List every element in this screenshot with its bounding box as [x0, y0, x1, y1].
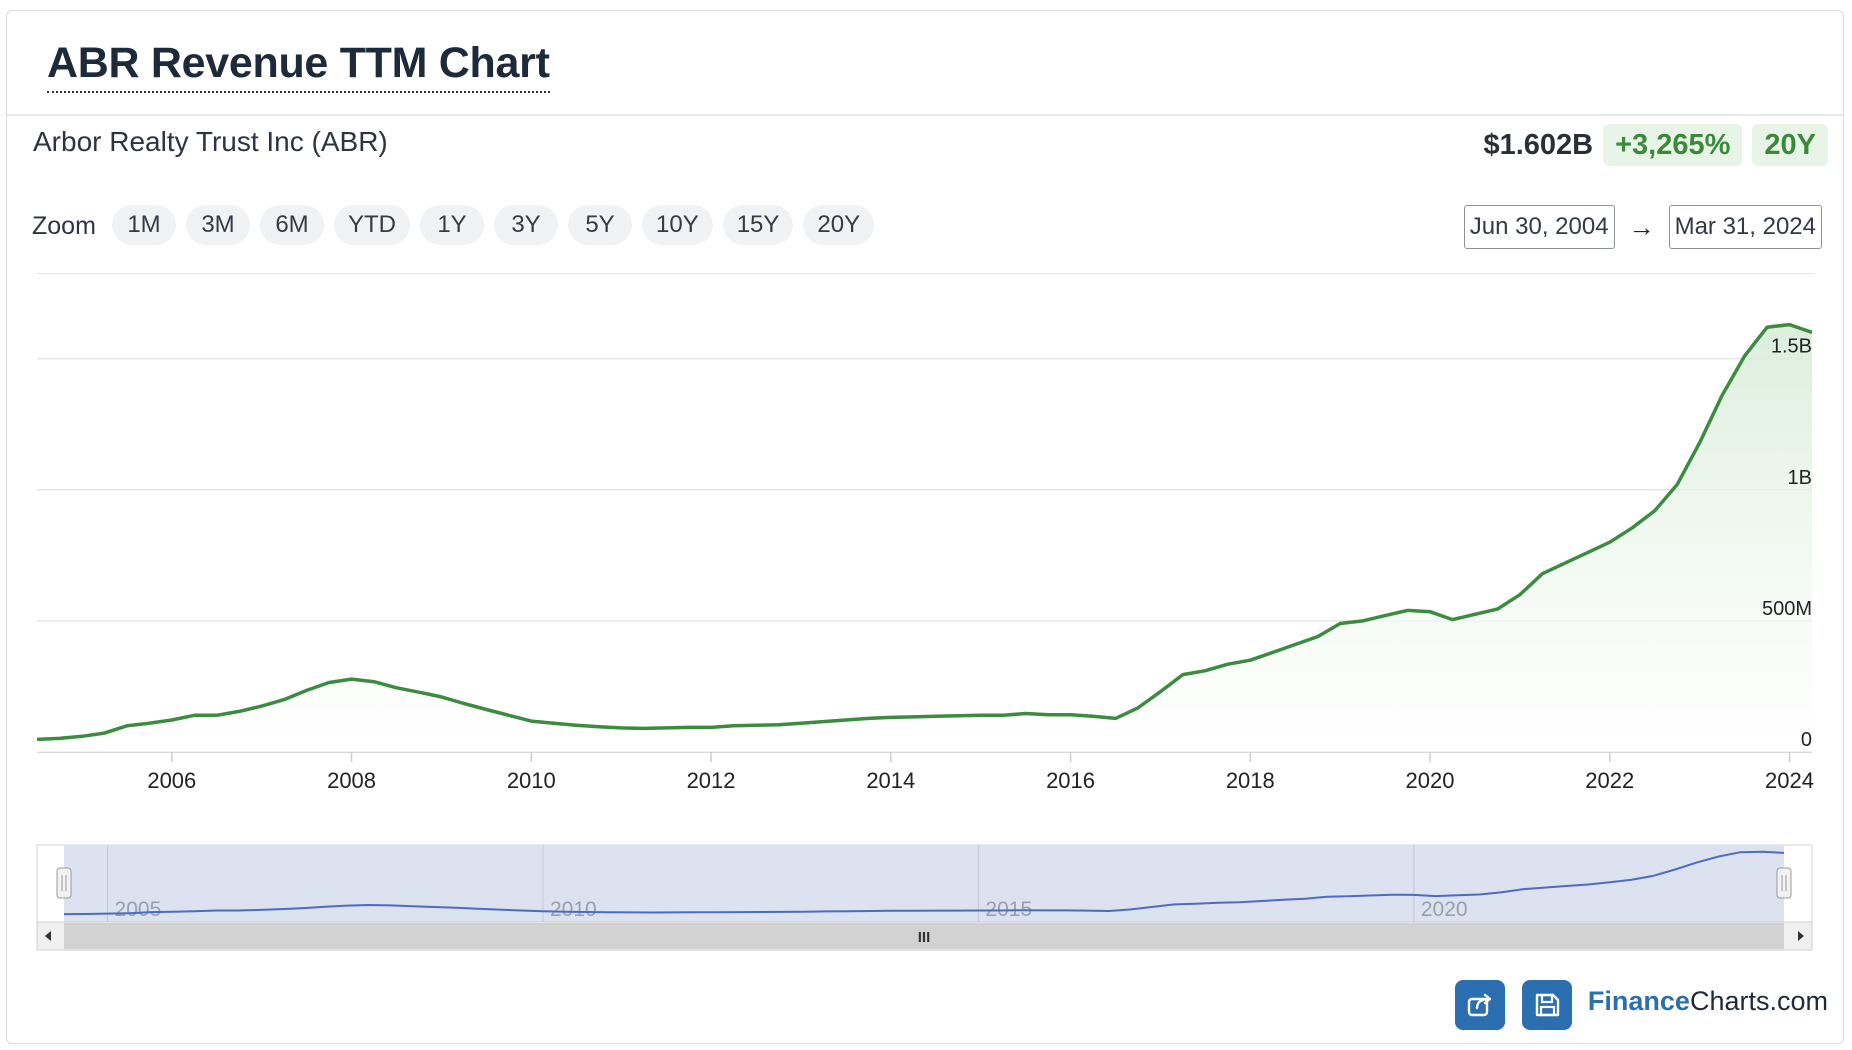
y-tick-label: 1B — [1788, 467, 1812, 489]
change-badge: +3,265% — [1603, 124, 1743, 166]
save-button[interactable] — [1522, 980, 1572, 1030]
navigator-label: 2020 — [1421, 898, 1468, 921]
zoom-button-1y[interactable]: 1Y — [420, 205, 484, 245]
x-tick-label: 2016 — [1046, 768, 1095, 793]
zoom-button-5y[interactable]: 5Y — [568, 205, 632, 245]
share-icon — [1467, 993, 1492, 1017]
arrow-right-icon: → — [1628, 211, 1655, 242]
end-date-input[interactable]: Mar 31, 2024 — [1668, 205, 1822, 249]
share-button[interactable] — [1455, 980, 1505, 1030]
scrollbar-thumb[interactable] — [64, 923, 1784, 949]
revenue-line — [36, 322, 1813, 742]
zoom-button-10y[interactable]: 10Y — [642, 205, 713, 245]
page-title[interactable]: ABR Revenue TTM Chart — [47, 37, 550, 93]
scroll-left-arrow-icon[interactable] — [45, 931, 51, 941]
y-tick-label: 0 — [1801, 729, 1812, 751]
x-tick-label: 2024 — [1765, 768, 1814, 793]
divider — [37, 273, 1814, 274]
navigator-handle-left[interactable] — [56, 867, 72, 899]
zoom-button-3y[interactable]: 3Y — [494, 205, 558, 245]
card-header: ABR Revenue TTM Chart — [7, 11, 1843, 116]
save-icon — [1535, 993, 1560, 1017]
navigator-line — [63, 850, 1785, 916]
start-date-input[interactable]: Jun 30, 2004 — [1463, 205, 1615, 249]
navigator-handle-right[interactable] — [1776, 867, 1792, 899]
x-tick-label: 2014 — [866, 768, 915, 793]
y-tick-label: 1.5B — [1771, 336, 1812, 358]
zoom-button-20y[interactable]: 20Y — [803, 205, 875, 245]
period-badge: 20Y — [1752, 124, 1828, 166]
navigator-selection[interactable] — [64, 845, 1784, 922]
x-tick-label: 2018 — [1226, 768, 1275, 793]
x-tick-label: 2022 — [1585, 768, 1634, 793]
x-tick-label: 2010 — [507, 768, 556, 793]
zoom-button-6m[interactable]: 6M — [260, 205, 324, 245]
zoom-label: Zoom — [32, 212, 96, 240]
zoom-bar: 1M 3M 6M YTD 1Y 3Y 5Y 10Y 15Y 20Y — [112, 205, 875, 245]
x-tick-label: 2012 — [687, 768, 736, 793]
revenue-area — [37, 324, 1812, 752]
x-tick-label: 2008 — [327, 768, 376, 793]
current-value: $1.602B — [1483, 128, 1594, 161]
x-tick-label: 2020 — [1406, 768, 1455, 793]
x-tick-label: 2006 — [147, 768, 196, 793]
navigator-label: 2010 — [550, 898, 597, 921]
scroll-right-arrow-icon[interactable] — [1798, 931, 1804, 941]
zoom-button-ytd[interactable]: YTD — [334, 205, 410, 245]
price-summary: $1.602B +3,265% 20Y — [1483, 124, 1828, 166]
date-range: Jun 30, 2004 → Mar 31, 2024 — [1463, 205, 1822, 249]
zoom-button-1m[interactable]: 1M — [112, 205, 176, 245]
zoom-button-3m[interactable]: 3M — [186, 205, 250, 245]
zoom-button-15y[interactable]: 15Y — [722, 205, 794, 245]
scrollbar-grip: III — [918, 929, 931, 946]
navigator-label: 2005 — [115, 898, 162, 921]
brand-logo[interactable]: FinanceCharts.com — [1587, 986, 1828, 1016]
y-tick-label: 500M — [1762, 598, 1812, 620]
company-name: Arbor Realty Trust Inc (ABR) — [33, 126, 388, 157]
